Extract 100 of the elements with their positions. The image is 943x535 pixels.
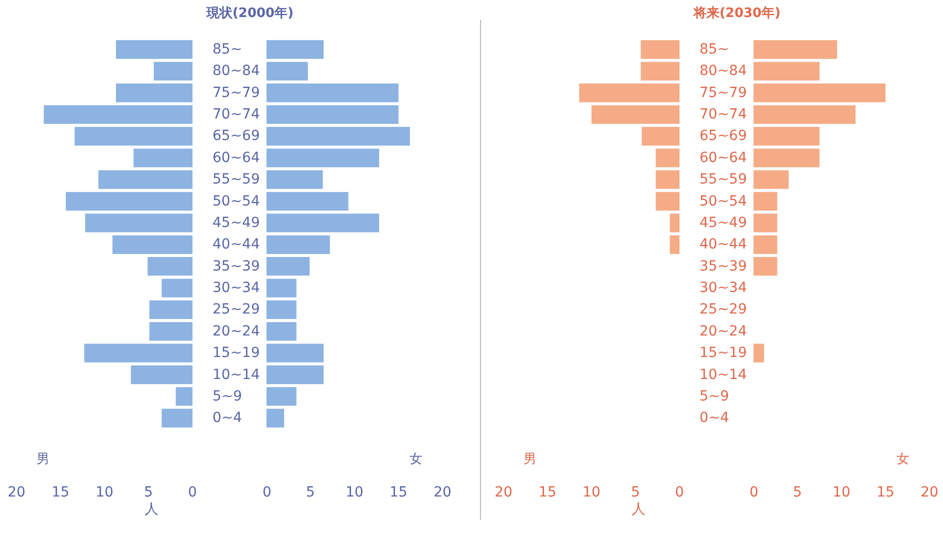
bar	[754, 170, 789, 189]
bar	[754, 192, 778, 211]
y-tick-label: 40~44	[700, 236, 747, 253]
x-tick-label: 0	[188, 484, 197, 500]
bar	[592, 105, 680, 124]
y-tick-label: 30~34	[212, 280, 260, 296]
bar	[266, 278, 296, 298]
y-tick-label: 20~24	[700, 323, 747, 340]
bar	[754, 105, 856, 124]
bar	[266, 408, 284, 428]
bar	[266, 84, 398, 102]
y-tick-label: 0~4	[212, 410, 242, 426]
y-tick-label: 70~74	[700, 106, 747, 123]
y-tick-label: 60~64	[212, 150, 260, 166]
bar	[266, 192, 348, 211]
bar	[74, 126, 192, 146]
y-tick-label: 30~34	[700, 280, 747, 296]
y-tick-label: 75~79	[212, 84, 260, 101]
x-tick-label: 20	[494, 484, 512, 500]
bar	[754, 126, 820, 146]
bar	[266, 148, 380, 168]
y-tick-label: 10~14	[212, 366, 260, 383]
bar	[656, 192, 680, 211]
text: 男	[36, 452, 50, 467]
x-tick-label: 5	[144, 484, 153, 500]
y-tick-label: 80~84	[700, 63, 747, 80]
x-tick-label: 10	[96, 484, 114, 500]
bar	[98, 170, 192, 189]
x-tick-label: 20	[8, 484, 26, 500]
x-tick-label: 0	[675, 484, 684, 500]
bar	[754, 257, 778, 276]
x-tick-label: 20	[434, 484, 452, 500]
bar	[266, 322, 296, 341]
text: 男	[523, 452, 536, 467]
x-tick-label: 10	[832, 484, 850, 500]
y-tick-label: 10~14	[700, 366, 747, 383]
bar	[266, 214, 380, 232]
y-tick-label: 50~54	[212, 193, 260, 210]
text: 女	[896, 452, 910, 467]
text: 女	[410, 452, 423, 467]
y-tick-label: 50~54	[700, 193, 747, 210]
bar	[266, 257, 310, 276]
bar	[44, 105, 192, 124]
bar	[85, 214, 192, 232]
x-tick-label: 15	[390, 484, 408, 500]
y-tick-label: 25~29	[212, 302, 260, 318]
bar	[754, 148, 820, 168]
bar	[754, 40, 838, 59]
y-tick-label: 35~39	[700, 258, 747, 274]
bar	[112, 235, 192, 254]
x-tick-label: 20	[920, 484, 938, 500]
x-tick-label: 5	[793, 484, 802, 500]
y-tick-label: 75~79	[700, 84, 747, 101]
bar	[266, 62, 308, 81]
bar	[754, 235, 778, 254]
bar	[149, 322, 192, 341]
bar	[148, 257, 192, 276]
bar	[754, 344, 764, 362]
bar	[266, 365, 324, 384]
bar	[266, 40, 324, 59]
bar	[66, 192, 192, 211]
bar	[149, 300, 192, 320]
x-tick-label: 0	[262, 484, 272, 500]
bar	[656, 148, 680, 168]
bar	[579, 84, 680, 102]
bar	[266, 105, 398, 124]
y-tick-label: 35~39	[212, 258, 260, 274]
y-tick-label: 85~	[700, 42, 730, 58]
x-tick-label: 10	[346, 484, 364, 500]
bar	[266, 235, 330, 254]
y-tick-label: 80~84	[212, 63, 260, 80]
bar	[116, 84, 192, 102]
bar	[266, 387, 296, 406]
bar	[754, 62, 820, 81]
x-tick-label: 15	[52, 484, 70, 500]
text: 将来(2030年)	[693, 5, 781, 23]
y-tick-label: 45~49	[700, 214, 747, 231]
bar	[134, 148, 192, 168]
y-tick-label: 40~44	[212, 236, 260, 253]
bar	[640, 62, 680, 81]
text: 人	[144, 502, 158, 518]
y-tick-label: 15~19	[212, 345, 260, 362]
y-tick-label: 5~9	[212, 388, 242, 404]
y-tick-label: 65~69	[212, 128, 260, 144]
bar	[642, 126, 680, 146]
bar	[116, 40, 192, 59]
bar	[84, 344, 192, 362]
y-tick-label: 65~69	[700, 128, 747, 144]
y-tick-label: 25~29	[700, 302, 747, 318]
text: 現状(2000年)	[206, 5, 294, 23]
bar	[640, 40, 680, 59]
x-tick-label: 5	[306, 484, 315, 500]
x-tick-label: 0	[750, 484, 758, 500]
bar	[266, 300, 296, 320]
bar	[656, 170, 680, 189]
y-tick-label: 5~9	[700, 388, 730, 404]
bar	[670, 235, 680, 254]
x-tick-label: 15	[876, 484, 894, 500]
y-tick-label: 70~74	[212, 106, 260, 123]
bar	[176, 387, 192, 406]
